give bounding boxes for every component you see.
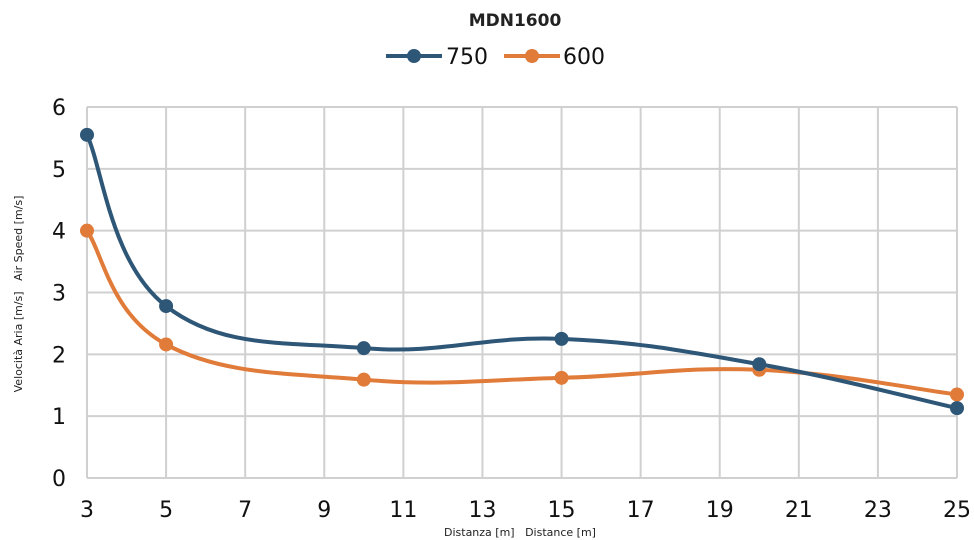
y-axis-title: Velocità Aria [m/s] Air Speed [m/s] [12, 196, 25, 393]
y-tick-label: 3 [52, 282, 66, 307]
y-tick-label: 2 [52, 343, 66, 368]
data-point-750-x10 [356, 341, 371, 356]
data-point-600-x10 [356, 372, 371, 387]
legend-item-750: 750 [386, 45, 488, 70]
x-tick-label: 19 [706, 498, 734, 523]
legend-marker-600 [525, 49, 539, 63]
data-point-600-x15 [554, 370, 569, 385]
data-point-600-x25 [950, 387, 964, 402]
legend-marker-750 [407, 49, 421, 63]
x-tick-label: 25 [943, 498, 971, 523]
legend-label-600: 600 [563, 45, 605, 70]
y-tick-label: 5 [52, 158, 66, 183]
legend-label-750: 750 [446, 45, 488, 70]
y-tick-label: 4 [52, 220, 66, 245]
data-point-600-x5 [159, 337, 174, 352]
series-lines [85, 132, 959, 411]
series-points [80, 127, 964, 416]
grid [86, 106, 958, 479]
y-tick-label: 0 [52, 467, 66, 492]
legend: 750 600 [386, 45, 605, 70]
x-tick-label: 17 [627, 498, 655, 523]
x-tick-labels: 3 5 7 9 11 13 15 17 19 21 23 25 [80, 498, 971, 523]
data-point-750-x15 [554, 331, 569, 346]
legend-item-600: 600 [504, 45, 605, 70]
x-tick-label: 3 [80, 498, 94, 523]
x-tick-label: 5 [159, 498, 173, 523]
series-line-750 [85, 132, 959, 411]
x-tick-label: 9 [317, 498, 331, 523]
x-tick-label: 13 [468, 498, 496, 523]
y-tick-labels: 0 1 2 3 4 5 6 [52, 96, 66, 492]
chart-title: MDN1600 [469, 11, 562, 31]
data-point-750-x5 [159, 299, 174, 314]
y-tick-label: 6 [52, 96, 66, 121]
data-point-600-x3 [80, 223, 94, 238]
x-tick-label: 11 [389, 498, 417, 523]
data-point-750-x25 [950, 401, 964, 416]
data-point-750-x3 [80, 127, 94, 142]
x-axis-title: Distanza [m] Distance [m] [444, 526, 596, 539]
x-tick-label: 21 [785, 498, 813, 523]
data-point-750-x20 [752, 357, 767, 372]
x-tick-label: 15 [548, 498, 576, 523]
x-tick-label: 23 [864, 498, 892, 523]
y-tick-label: 1 [52, 405, 66, 430]
x-tick-label: 7 [238, 498, 252, 523]
series-line-600 [85, 228, 959, 397]
